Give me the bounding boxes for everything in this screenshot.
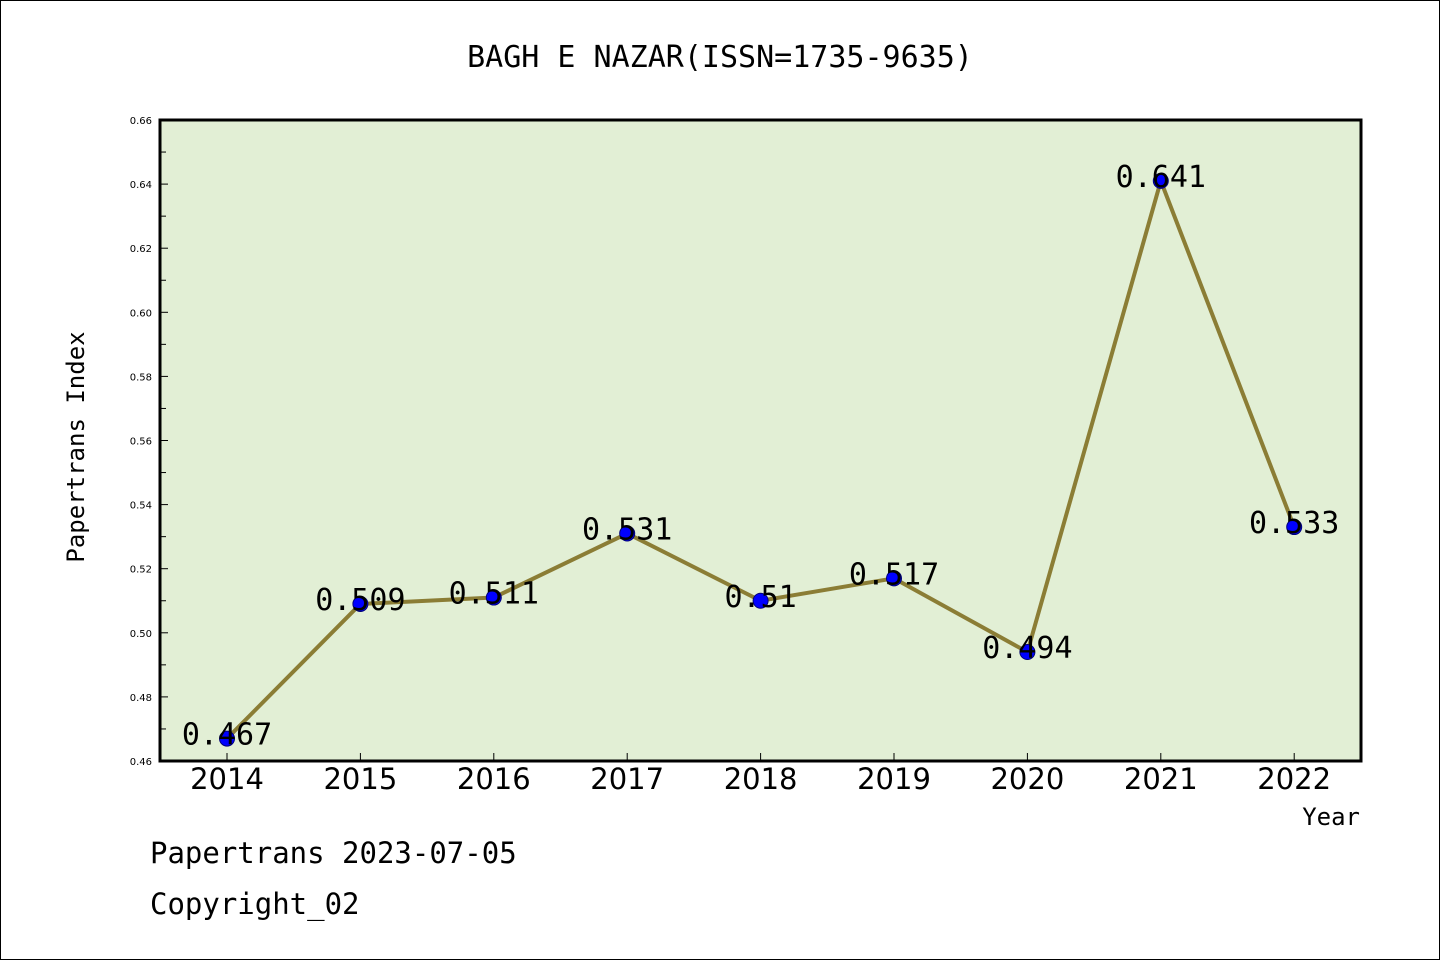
y-tick-label: 0.60 bbox=[130, 308, 152, 319]
y-tick-label: 0.46 bbox=[130, 757, 152, 768]
data-label: 0.517 bbox=[849, 557, 939, 592]
y-axis: 0.46 0.48 0.50 0.52 0.54 0.56 0.58 0.60 0.62 0.64… bbox=[130, 116, 168, 768]
x-axis-label: Year bbox=[1302, 803, 1360, 831]
chart-title: BAGH E NAZAR(ISSN=1735-9635) bbox=[467, 40, 973, 75]
data-point bbox=[619, 525, 636, 542]
x-tick-label: 2021 bbox=[1124, 762, 1198, 796]
data-point bbox=[485, 589, 502, 606]
y-axis-label: Papertrans Index bbox=[62, 331, 90, 562]
x-tick-label: 2016 bbox=[457, 762, 531, 796]
x-tick-label: 2020 bbox=[990, 762, 1064, 796]
data-point bbox=[1286, 519, 1303, 536]
y-tick-label: 0.48 bbox=[130, 693, 152, 704]
data-label: 0.494 bbox=[982, 631, 1072, 666]
y-tick-label: 0.52 bbox=[130, 565, 152, 576]
y-tick-label: 0.62 bbox=[130, 244, 152, 255]
x-axis: 2014 2015 2016 2017 2018 2019 2020 2021 2022 bbox=[190, 753, 1331, 796]
data-label: 0.511 bbox=[449, 577, 539, 612]
data-point bbox=[886, 570, 902, 587]
y-tick-label: 0.56 bbox=[130, 437, 152, 448]
x-tick-label: 2019 bbox=[857, 762, 931, 796]
data-point bbox=[1019, 644, 1036, 661]
footer-source: Papertrans 2023-07-05 bbox=[150, 836, 517, 870]
data-labels: 0.467 0.509 0.511 0.531 0.51 0.517 0.494 0.641 0… bbox=[182, 160, 1340, 753]
data-label: 0.531 bbox=[582, 512, 672, 547]
data-markers bbox=[219, 172, 1303, 747]
y-tick-label: 0.58 bbox=[130, 372, 152, 383]
x-tick-label: 2014 bbox=[190, 762, 264, 796]
y-tick-label: 0.54 bbox=[130, 501, 152, 512]
x-tick-label: 2017 bbox=[590, 762, 664, 796]
x-tick-label: 2018 bbox=[724, 762, 798, 796]
data-label: 0.509 bbox=[315, 583, 405, 618]
data-label: 0.467 bbox=[182, 718, 272, 753]
data-label: 0.533 bbox=[1249, 506, 1339, 541]
data-label: 0.51 bbox=[724, 580, 796, 615]
x-tick-label: 2022 bbox=[1257, 762, 1331, 796]
plot-area bbox=[160, 120, 1361, 761]
data-point bbox=[352, 595, 369, 612]
x-tick-label: 2015 bbox=[323, 762, 397, 796]
data-label: 0.641 bbox=[1116, 160, 1206, 195]
plot-border bbox=[158, 118, 1363, 763]
data-point bbox=[1152, 172, 1169, 189]
data-point bbox=[752, 592, 769, 609]
y-tick-label: 0.50 bbox=[130, 629, 152, 640]
y-tick-label: 0.66 bbox=[130, 116, 152, 127]
y-tick-label: 0.64 bbox=[130, 180, 152, 191]
footer-copyright: Copyright_02 bbox=[150, 887, 360, 922]
data-point bbox=[219, 730, 235, 747]
